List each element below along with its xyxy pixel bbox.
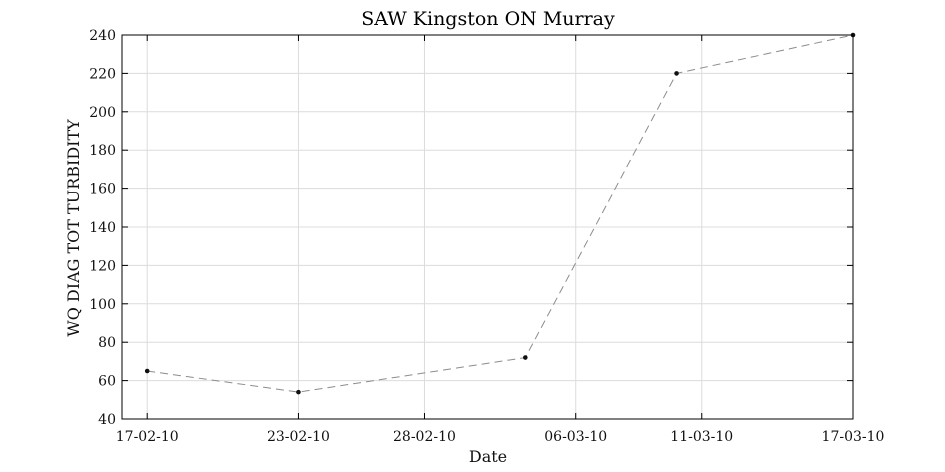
y-tick-label: 220 (89, 66, 116, 82)
y-tick-label: 180 (89, 143, 116, 159)
grid (122, 34, 854, 420)
x-tick-label: 17-03-10 (822, 429, 885, 445)
y-tick-label: 160 (89, 182, 116, 198)
y-tick-label: 240 (89, 28, 116, 44)
series-line (147, 34, 854, 393)
x-tick-label: 28-02-10 (393, 429, 456, 445)
y-tick-label: 80 (98, 335, 116, 351)
y-axis-label: WQ DIAG TOT TURBIDITY (64, 119, 83, 337)
y-tick-label: 40 (98, 412, 116, 428)
y-tick-label: 200 (89, 105, 116, 121)
x-axis-label: Date (469, 447, 507, 466)
y-tick-label: 140 (89, 220, 116, 236)
x-tick-label: 11-03-10 (670, 429, 733, 445)
axis-ticks (122, 34, 854, 420)
tick-labels: 40 60 80 100 120 140 160 180 200 220 240 17-02-10 23… (89, 28, 884, 445)
chart-title: SAW Kingston ON Murray (361, 8, 615, 30)
x-tick-label: 23-02-10 (267, 429, 330, 445)
y-tick-label: 120 (89, 258, 116, 274)
y-tick-label: 100 (89, 297, 116, 313)
data-point (523, 355, 528, 360)
series (144, 32, 856, 395)
x-tick-label: 06-03-10 (544, 429, 607, 445)
data-point (674, 71, 679, 76)
x-tick-label: 17-02-10 (116, 429, 179, 445)
data-point (296, 389, 301, 395)
data-point (144, 368, 150, 374)
y-tick-label: 60 (98, 374, 116, 390)
